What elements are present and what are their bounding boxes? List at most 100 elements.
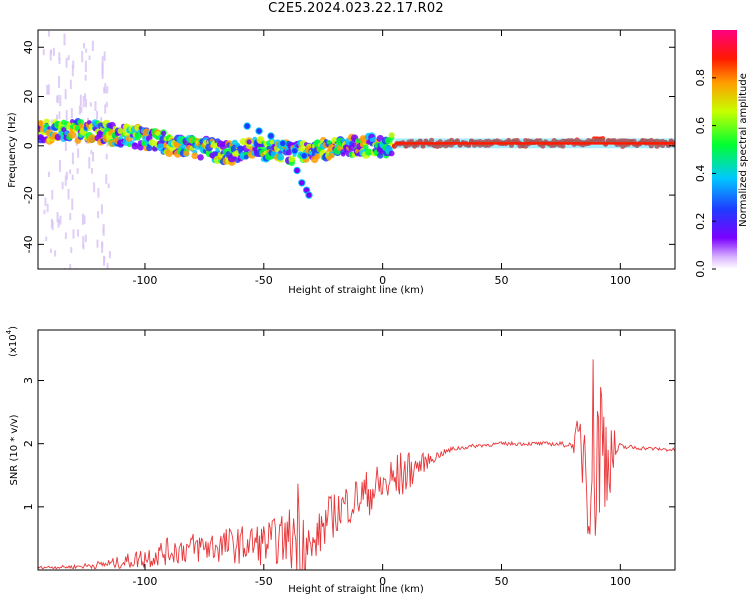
spectrogram-xlabel: Height of straight line (km): [288, 285, 424, 296]
spectrogram-speckle: [67, 55, 70, 61]
spectrogram-speckle: [81, 213, 84, 225]
spectrogram-cell: [314, 153, 321, 160]
spectrogram-ytick-label: 20: [22, 90, 35, 104]
spectrogram-speckle: [69, 169, 72, 174]
spectrogram-axes: -100 -50 0 50 100 -40 -20 0 20 40: [22, 30, 675, 287]
spectrogram-speckle: [71, 198, 74, 211]
spectrogram-speckle: [94, 101, 97, 111]
spectrogram-speckle: [71, 152, 74, 165]
spectrogram-speckle: [76, 168, 79, 174]
spectrogram-cell: [365, 148, 373, 156]
spectrogram-cell: [276, 153, 285, 161]
spectrogram-speckle: [88, 157, 91, 169]
spectrogram-speckle: [82, 95, 85, 108]
spectrogram-speckle: [71, 174, 74, 181]
spectrogram-speckle: [81, 51, 84, 63]
colorbar-tick-label: 0.2: [694, 212, 707, 230]
spectrogram-ytick-label: -20: [22, 186, 35, 204]
colorbar: 0.0 0.2 0.4 0.6 0.8 Normalized spectral ampl…: [694, 30, 749, 278]
spectrogram-xtick-label: 0: [379, 274, 386, 287]
spectrogram-speckle: [45, 236, 48, 242]
spectrogram-speckle: [43, 209, 46, 215]
spectrogram-speckle: [101, 241, 104, 248]
spectrogram-speckle: [106, 262, 109, 269]
spectrogram-speckle: [83, 42, 86, 49]
spectrogram-cell: [600, 135, 606, 142]
spectrogram-speckle: [58, 75, 61, 88]
spectrogram-speckle: [46, 203, 49, 213]
spectrogram-cell: [131, 142, 139, 150]
spectrogram-speckle: [82, 245, 85, 250]
spectrogram-cell: [243, 154, 249, 160]
spectrogram-speckle: [70, 247, 73, 254]
spectrogram-speckle: [79, 94, 82, 106]
spectrogram-speckle: [42, 121, 45, 128]
spectrogram-speckle: [103, 87, 106, 94]
spectrogram-cell: [363, 144, 369, 150]
spectrogram-speckle: [84, 93, 87, 101]
spectrogram-branch-point: [300, 151, 308, 160]
spectrogram-cell: [160, 130, 167, 136]
snr-xtick-label: 100: [610, 575, 631, 588]
spectrogram-speckle: [58, 52, 61, 61]
spectrogram-xtick-label: 50: [494, 274, 508, 287]
spectrogram-speckle: [61, 181, 64, 190]
snr-multiplier: (x104): [5, 326, 19, 357]
spectrogram-speckle: [50, 119, 53, 124]
spectrogram-cell: [43, 118, 50, 126]
spectrogram-speckle: [104, 83, 107, 94]
spectrogram-speckle: [42, 48, 45, 56]
spectrogram-speckle: [84, 74, 87, 81]
spectrogram-cell: [429, 137, 435, 144]
spectrogram-speckle: [91, 167, 94, 174]
snr-xtick-label: -100: [132, 575, 157, 588]
spectrogram-ytick-label: 40: [22, 40, 35, 54]
spectrogram-speckle: [49, 248, 52, 253]
spectrogram-speckle: [56, 114, 59, 120]
spectrogram-speckle: [106, 138, 109, 147]
spectrogram-speckle: [64, 141, 67, 151]
spectrogram-xtick-label: -100: [132, 274, 157, 287]
spectrogram-speckle: [103, 51, 106, 61]
spectrogram-speckle: [69, 79, 72, 89]
colorbar-tick-label: 0.4: [694, 165, 707, 183]
spectrogram-speckle: [101, 67, 104, 79]
spectrogram-speckle: [104, 104, 107, 114]
spectrogram-speckle: [64, 232, 67, 239]
spectrogram-speckle: [83, 215, 86, 224]
snr-ytick-label: 1: [22, 503, 35, 510]
spectrogram-branch-point: [291, 147, 299, 155]
spectrogram-cell: [326, 139, 332, 145]
snr-xtick-label: -50: [255, 575, 273, 588]
spectrogram-branch-point: [243, 122, 251, 130]
snr-xlabel: Height of straight line (km): [288, 584, 424, 595]
spectrogram-cell: [420, 143, 426, 149]
spectrogram-speckle: [65, 58, 68, 68]
spectrogram-speckle: [101, 56, 104, 68]
snr-panel: -100 -50 0 50 100 1 2 3 Height of straight line…: [5, 326, 676, 595]
spectrogram-ytick-label: 0: [22, 142, 35, 149]
spectrogram-speckle: [57, 219, 60, 228]
spectrogram-speckle: [97, 188, 100, 198]
spectrogram-speckle: [59, 215, 62, 225]
spectrogram-xtick-label: 100: [610, 274, 631, 287]
spectrogram-branch-point: [255, 127, 263, 135]
spectrogram-speckle: [84, 60, 87, 72]
spectrogram-cell: [64, 130, 69, 136]
spectrogram-cell: [197, 154, 204, 161]
snr-ytick-label: 3: [22, 377, 35, 384]
spectrogram-speckle: [71, 64, 74, 77]
spectrogram-cell: [183, 150, 190, 157]
spectrogram-speckle: [91, 40, 94, 52]
spectrogram-speckle: [69, 263, 72, 269]
svg-text:(x104): (x104): [5, 326, 19, 357]
spectrogram-branch-point: [279, 139, 287, 148]
colorbar-ticks: 0.0 0.2 0.4 0.6 0.8: [694, 69, 716, 278]
spectrogram-speckle: [89, 102, 92, 107]
snr-xtick-label: 50: [494, 575, 508, 588]
spectrogram-cell: [77, 119, 85, 126]
spectrogram-cell: [351, 142, 358, 148]
colorbar-tick-label: 0.0: [694, 260, 707, 278]
spectrogram-speckle: [75, 268, 78, 269]
